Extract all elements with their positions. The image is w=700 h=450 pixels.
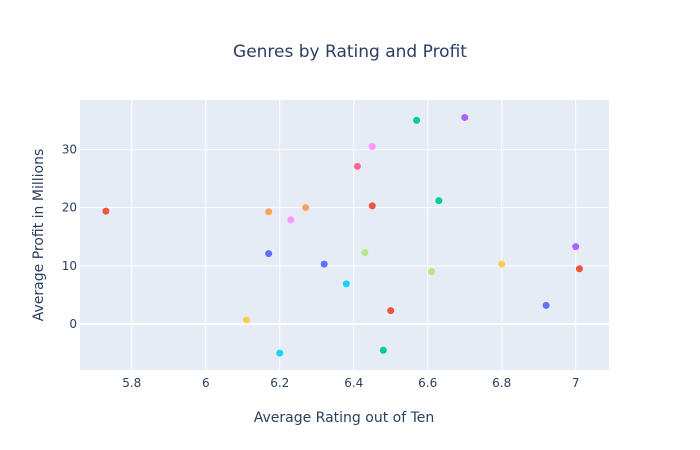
y-axis-label: Average Profit in Millions	[31, 149, 47, 322]
y-tick-label: 0	[69, 317, 77, 331]
data-point[interactable]	[461, 113, 469, 121]
data-point[interactable]	[242, 316, 250, 324]
data-points	[102, 113, 583, 357]
y-tick-label: 10	[62, 259, 77, 273]
x-tick-label: 7	[572, 376, 580, 390]
data-point[interactable]	[368, 143, 376, 151]
grid-lines	[80, 100, 609, 370]
data-point[interactable]	[427, 268, 435, 276]
data-point[interactable]	[320, 260, 328, 268]
x-tick-label: 6.2	[270, 376, 289, 390]
x-axis-ticks: 5.8 6 6.2 6.4 6.6 6.8 7	[122, 376, 579, 390]
data-point[interactable]	[361, 248, 369, 256]
data-point[interactable]	[368, 202, 376, 210]
data-point[interactable]	[287, 216, 295, 224]
x-tick-label: 6	[202, 376, 210, 390]
data-point[interactable]	[265, 208, 273, 216]
data-point[interactable]	[572, 243, 580, 251]
data-point[interactable]	[413, 116, 421, 124]
data-point[interactable]	[276, 349, 284, 357]
data-point[interactable]	[342, 280, 350, 288]
data-point[interactable]	[102, 207, 110, 215]
y-axis-ticks: 0 10 20 30	[62, 142, 77, 331]
data-point[interactable]	[379, 346, 387, 354]
data-point[interactable]	[498, 260, 506, 268]
data-point[interactable]	[542, 301, 550, 309]
data-point[interactable]	[302, 204, 310, 212]
y-tick-label: 20	[62, 201, 77, 215]
data-point[interactable]	[353, 162, 361, 170]
plot-area	[80, 100, 609, 370]
data-point[interactable]	[435, 197, 443, 205]
x-tick-label: 5.8	[122, 376, 141, 390]
chart-title: Genres by Rating and Profit	[233, 42, 467, 62]
data-point[interactable]	[387, 307, 395, 315]
y-tick-label: 30	[62, 142, 77, 156]
x-tick-label: 6.6	[418, 376, 437, 390]
data-point[interactable]	[575, 265, 583, 273]
x-tick-label: 6.8	[492, 376, 511, 390]
x-axis-label: Average Rating out of Ten	[254, 410, 435, 426]
x-tick-label: 6.4	[344, 376, 363, 390]
data-point[interactable]	[265, 250, 273, 258]
